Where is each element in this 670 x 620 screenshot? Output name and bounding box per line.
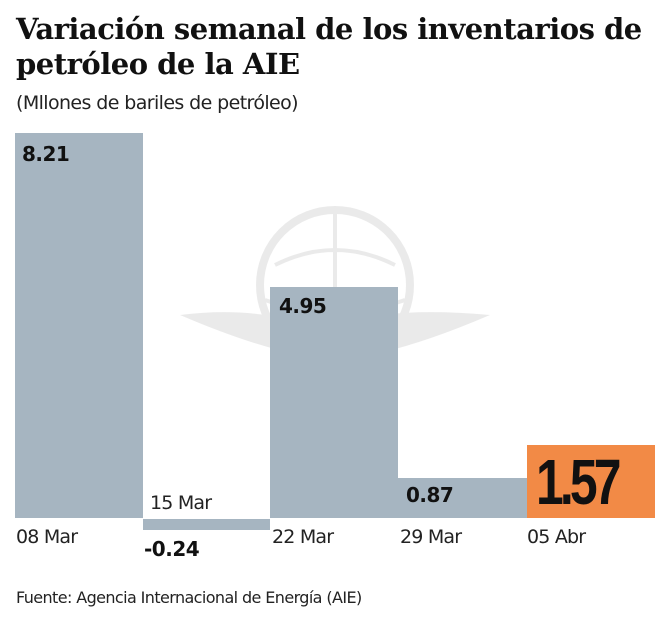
bar-08-mar xyxy=(15,133,143,518)
chart-title: Variación semanal de los inventarios de … xyxy=(16,12,642,81)
category-label-22-mar: 22 Mar xyxy=(272,526,334,548)
category-label-15-mar: 15 Mar xyxy=(150,492,212,514)
value-label-22-mar: 4.95 xyxy=(279,294,327,318)
value-label-29-mar: 0.87 xyxy=(406,483,454,507)
bar-29-mar xyxy=(398,478,527,518)
category-label-29-mar: 29 Mar xyxy=(400,526,462,548)
value-label-15-mar: -0.24 xyxy=(144,537,200,561)
bar-15-mar xyxy=(143,519,270,530)
category-label-08-mar: 08 Mar xyxy=(16,526,78,548)
chart-subtitle: (Mllones de bariles de petróleo) xyxy=(16,92,299,114)
bar-05-abr xyxy=(527,445,655,518)
value-label-05-abr: 1.57 xyxy=(536,446,621,518)
category-label-05-abr: 05 Abr xyxy=(527,526,586,548)
value-label-08-mar: 8.21 xyxy=(22,142,70,166)
bar-22-mar xyxy=(270,287,398,518)
source-note: Fuente: Agencia Internacional de Energía… xyxy=(16,588,362,607)
